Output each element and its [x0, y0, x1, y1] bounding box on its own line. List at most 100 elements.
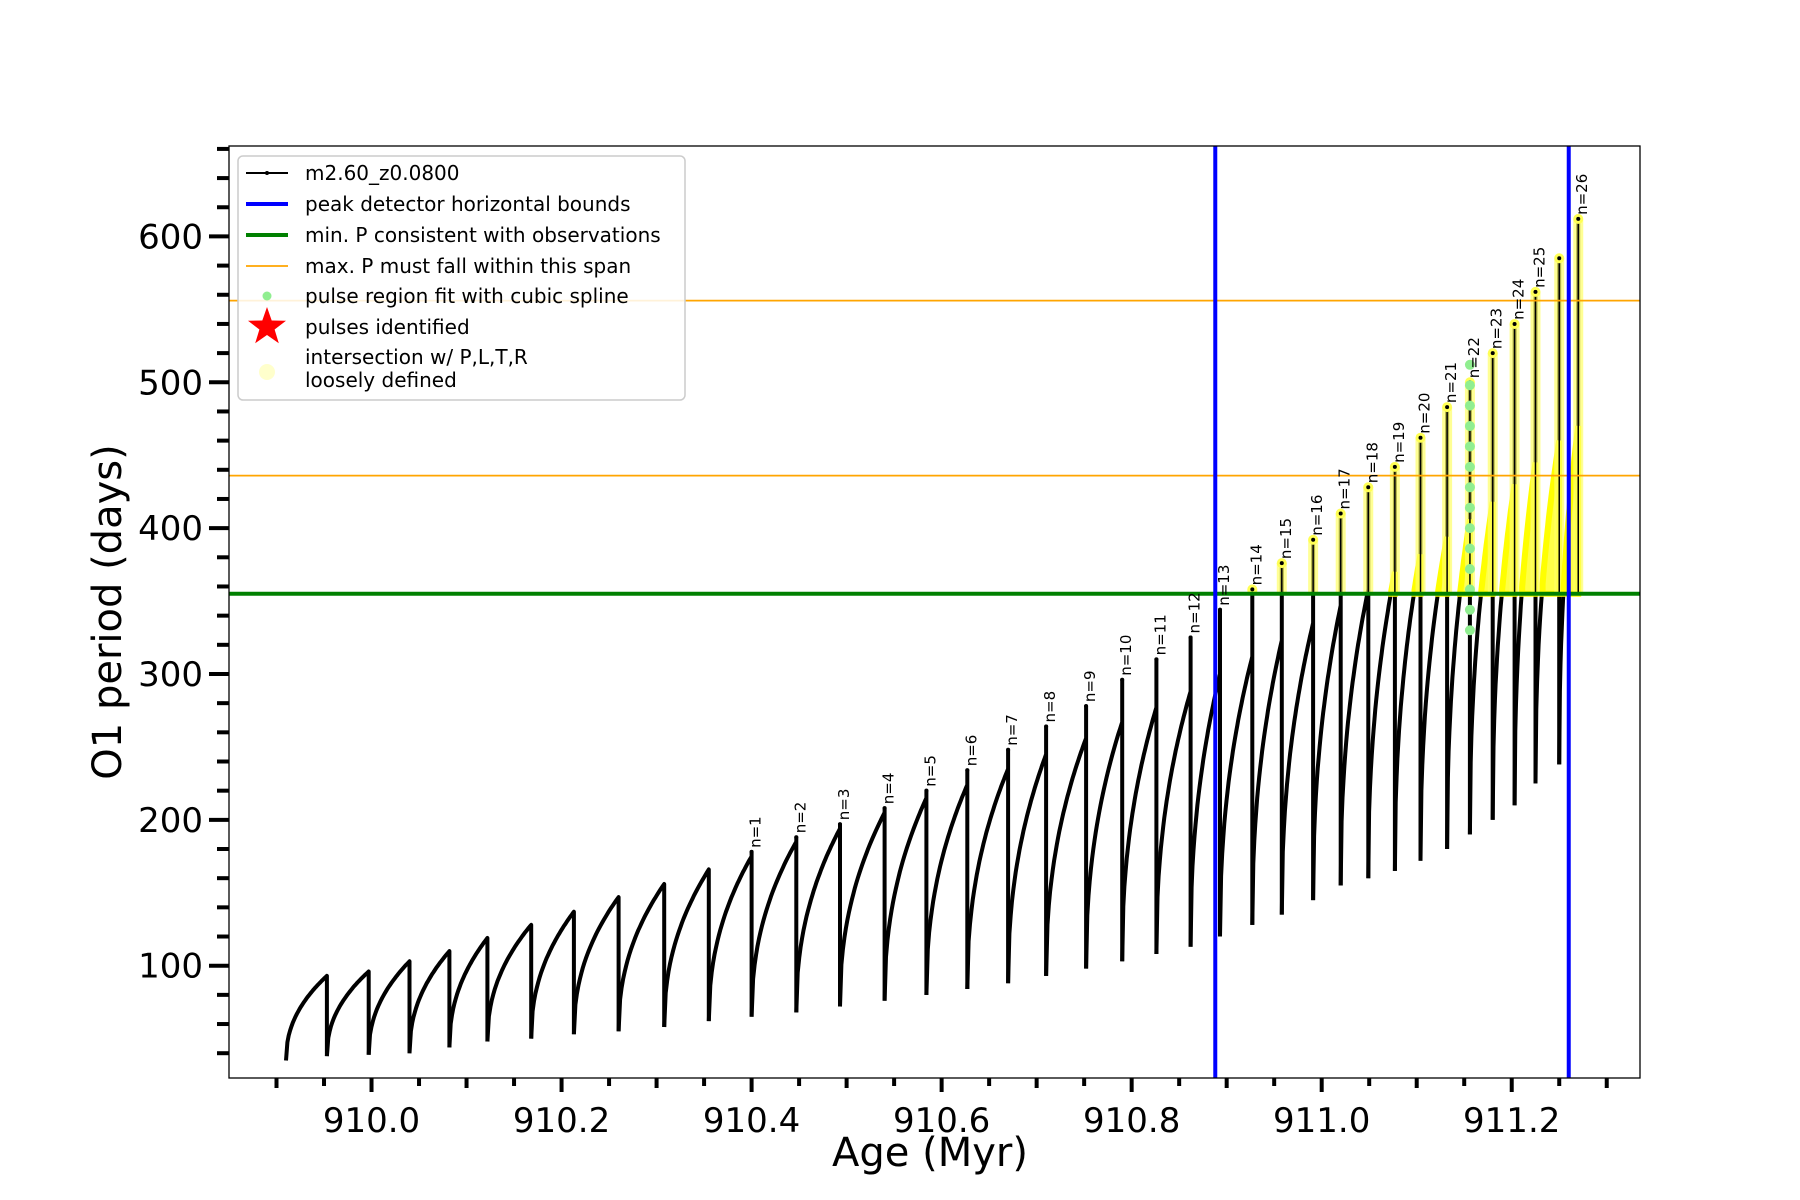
cycle-curve [447, 936, 490, 1048]
legend-label-line2: loosely defined [305, 368, 457, 392]
spline-fit-dot [1464, 482, 1475, 493]
x-tick-label: 910.6 [893, 1101, 990, 1141]
y-tick-label: 300 [138, 655, 203, 695]
vertical-lines [1213, 146, 1571, 1078]
spline-fit-dot [1464, 421, 1475, 432]
spline-fit-dot [1464, 441, 1475, 452]
x-axis-label: Age (Myr) [832, 1130, 1028, 1176]
y-tick-label: 500 [138, 363, 203, 403]
spike-tip [1218, 607, 1223, 612]
pulse-label: n=7 [1003, 714, 1021, 746]
spline-fit-dot [1464, 523, 1475, 534]
spike-tip [1154, 657, 1159, 662]
y-tick-label: 200 [138, 801, 203, 841]
y-tick-label: 600 [138, 217, 203, 257]
spike-tip [1366, 485, 1371, 490]
x-tick-label: 911.0 [1273, 1101, 1370, 1141]
pulse-label: n=5 [921, 755, 939, 787]
pulse-label: n=8 [1041, 691, 1059, 723]
legend-label: intersection w/ P,L,T,R [305, 345, 528, 369]
cycle-curve [1006, 724, 1049, 984]
x-tick-label: 910.4 [703, 1101, 800, 1141]
spike-tip [1338, 511, 1343, 516]
cycle-curve [924, 768, 970, 995]
legend-box [237, 155, 686, 401]
legend-swatch [248, 307, 286, 344]
spline-fit-dot [1464, 359, 1475, 370]
pulse-label: n=10 [1117, 635, 1135, 676]
spike-tip [749, 849, 754, 854]
data-series [284, 213, 1584, 1061]
legend-label: peak detector horizontal bounds [305, 192, 631, 216]
spike-tip [924, 788, 929, 793]
pulse-label: n=4 [880, 773, 898, 805]
cycle-curve [794, 822, 842, 1013]
legend-swatch [259, 364, 275, 380]
spike-tip [1120, 677, 1125, 682]
cycle-curve [1120, 657, 1159, 962]
pulse-label: n=14 [1247, 544, 1265, 585]
cycle-curve [662, 867, 711, 1028]
pulse-label: n=16 [1308, 495, 1326, 536]
legend-label: pulses identified [305, 315, 470, 339]
pulse-label: n=23 [1488, 308, 1506, 349]
pulse-label: n=20 [1416, 393, 1434, 434]
legend-label: pulse region fit with cubic spline [305, 284, 629, 308]
pulse-label: n=22 [1465, 337, 1483, 378]
cycle-curve [1279, 537, 1316, 915]
pulse-label: n=15 [1277, 518, 1295, 559]
spike-tip [794, 835, 799, 840]
legend-marker [265, 171, 269, 175]
legend-label: m2.60_z0.0800 [305, 161, 460, 185]
spike-tip [1188, 635, 1193, 640]
spike-tip [1084, 704, 1089, 709]
y-axis-label: O1 period (days) [85, 444, 131, 779]
pulse-label: n=21 [1442, 362, 1460, 403]
cycle-curve [1044, 704, 1089, 976]
spike-tip [1311, 537, 1316, 542]
pulse-label: n=1 [747, 816, 765, 848]
cycle-curve [1338, 485, 1371, 886]
x-tick-label: 910.8 [1083, 1101, 1180, 1141]
cycle-curve [706, 849, 754, 1022]
pulse-labels: n=1 n=2 n=3 n=4 n=5 n=6 n=7 n=8 n=9 n=10 n=11 n=12 n… [747, 174, 1592, 848]
pulse-label: n=3 [835, 789, 853, 821]
cycle-curve [1084, 677, 1125, 969]
spike-tip [1557, 256, 1562, 261]
spike-tip [837, 822, 842, 827]
y-tick-label: 100 [138, 947, 203, 987]
plot-frame [228, 145, 1641, 1079]
spike-tip [1392, 464, 1397, 469]
spline-fit-dot [1464, 563, 1475, 574]
spike-tip [1044, 724, 1049, 729]
spline-fit-dot [1464, 543, 1475, 554]
x-tick-label: 910.2 [513, 1101, 610, 1141]
cycle-curve [749, 835, 799, 1017]
cycle-curve [366, 959, 412, 1055]
axes: 910.0 910.2 910.4 910.6 910.8 911.0 911.2 100 20… [138, 146, 1609, 1141]
pulse-label: n=6 [962, 735, 980, 767]
cycle-curve [1218, 587, 1255, 937]
spike-tip [1445, 405, 1450, 410]
pulse-label: n=26 [1573, 174, 1591, 215]
spike-tip [882, 806, 887, 811]
spline-fit-dot [1464, 625, 1475, 636]
spline-fit-dot [1464, 461, 1475, 472]
cycle-curve [324, 969, 371, 1057]
cycle-curve [965, 747, 1011, 990]
cycle-curve [616, 882, 667, 1032]
pulse-label: n=13 [1215, 565, 1233, 606]
cycle-curve [407, 949, 452, 1054]
pulse-label: n=2 [791, 802, 809, 834]
spike-tip [1006, 747, 1011, 752]
spline-fit-dot [1464, 380, 1475, 391]
cycle-curve [571, 895, 621, 1035]
spline-fit-dot [1464, 400, 1475, 411]
cycle-curve [838, 806, 887, 1007]
pulse-label: n=25 [1531, 247, 1549, 288]
legend-label: min. P consistent with observations [305, 223, 661, 247]
spike-tip [1490, 351, 1495, 356]
y-tick-label: 400 [138, 509, 203, 549]
x-tick-label: 911.2 [1463, 1101, 1560, 1141]
